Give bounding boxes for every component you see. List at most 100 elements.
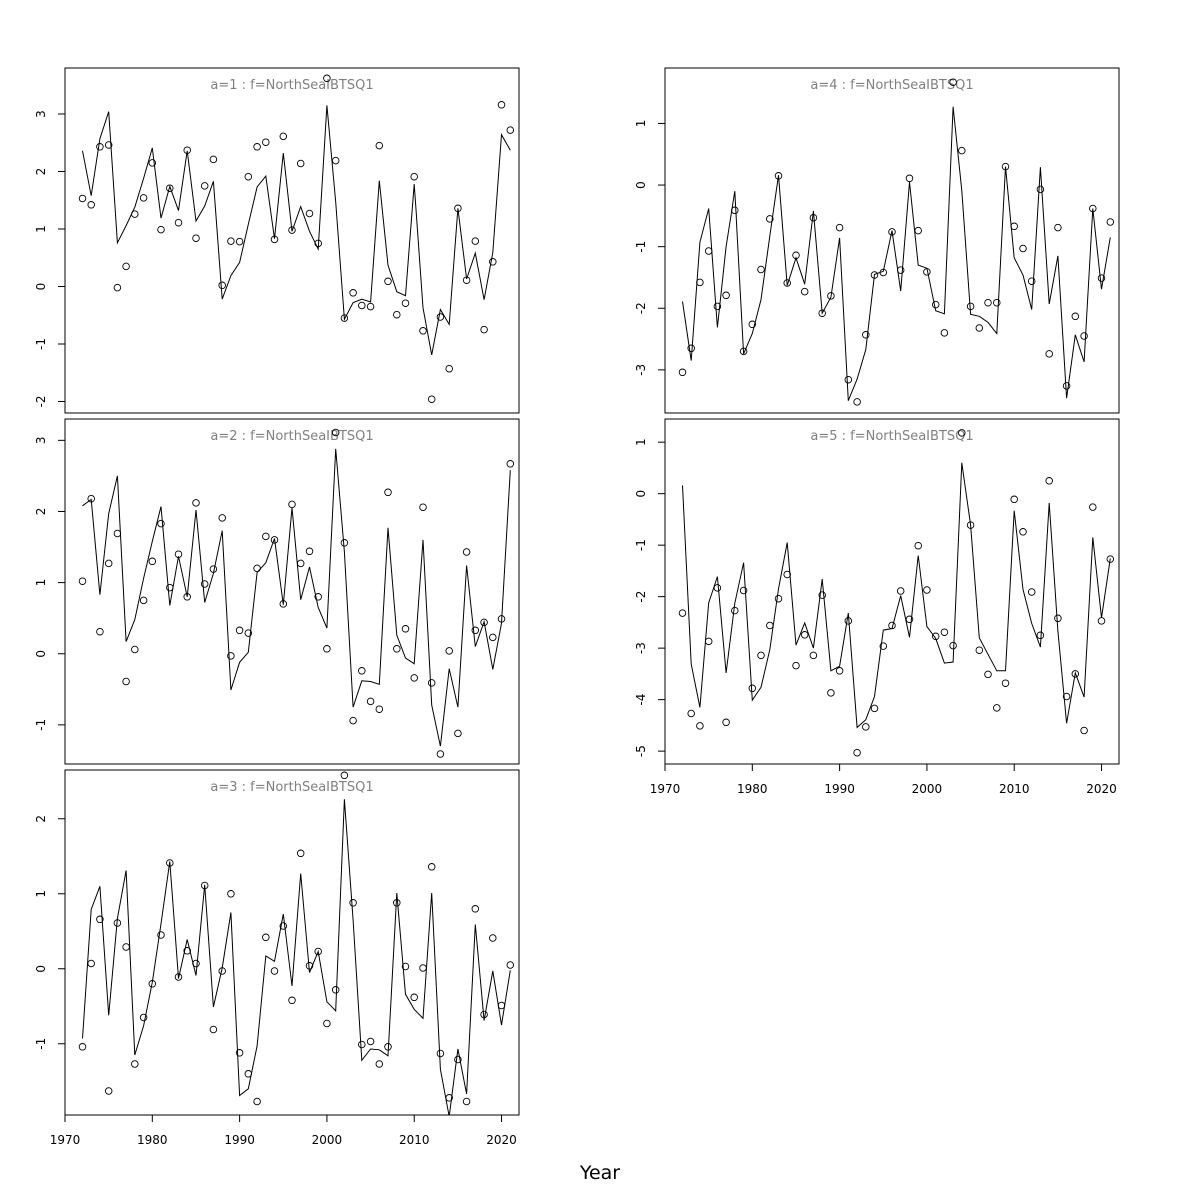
observed-point <box>305 547 314 556</box>
observed-point <box>949 78 957 86</box>
observed-point <box>774 594 783 603</box>
observed-point <box>905 174 914 183</box>
panel-1: a=1 : f=NorthSeaIBTSQ1 -2 -1 0 1 2 3 <box>34 67 520 414</box>
observed-point <box>296 559 305 568</box>
observed-point <box>427 395 436 403</box>
observed-point <box>783 279 791 287</box>
observed-point <box>375 705 384 713</box>
observed-point <box>480 325 488 334</box>
observed-point <box>766 215 774 223</box>
observed-point <box>835 667 844 675</box>
y-tick-label: -1 <box>34 338 48 350</box>
observed-point <box>209 565 218 573</box>
observed-point <box>410 172 418 181</box>
observed-point <box>896 587 905 595</box>
observed-point <box>914 226 922 235</box>
observed-point <box>713 584 722 592</box>
plot-marks <box>78 428 515 758</box>
plot-frame <box>64 418 520 765</box>
observed-point <box>757 651 765 660</box>
fitted-line <box>82 799 511 1115</box>
y-tick-label: -3 <box>634 364 648 376</box>
panel-title: a=3 : f=NorthSeaIBTSQ1 <box>210 780 373 795</box>
observed-point <box>506 126 515 134</box>
observed-point <box>853 398 861 406</box>
panel-2: a=2 : f=NorthSeaIBTSQ1 -1 0 1 2 3 <box>34 418 520 765</box>
y-tick-label: 0 <box>34 965 48 973</box>
y-tick-label: 0 <box>634 181 648 189</box>
panel-title: a=4 : f=NorthSeaIBTSQ1 <box>810 78 973 93</box>
observed-point <box>809 213 818 222</box>
panel-3: a=3 : f=NorthSeaIBTSQ1 -1 0 1 2 1970 1980 1990 2… <box>34 769 520 1147</box>
observed-point <box>96 143 104 151</box>
observed-point <box>853 748 861 757</box>
observed-point <box>331 986 340 994</box>
observed-point <box>497 1001 506 1010</box>
y-tick-label: 1 <box>634 438 648 446</box>
observed-point <box>87 494 95 503</box>
observed-point <box>722 718 730 727</box>
observed-point <box>270 536 279 544</box>
observed-point <box>366 697 375 706</box>
observed-point <box>358 301 366 310</box>
observed-point <box>931 632 940 641</box>
observed-point <box>818 309 826 317</box>
observed-point <box>157 931 165 939</box>
observed-point <box>139 194 148 202</box>
observed-point <box>800 631 809 639</box>
observed-point <box>200 881 209 890</box>
observed-point <box>235 237 244 246</box>
fitted-line <box>682 106 1111 401</box>
observed-point <box>914 541 922 550</box>
observed-point <box>1019 244 1027 253</box>
observed-point <box>862 331 870 339</box>
observed-point <box>958 429 966 437</box>
observed-point <box>104 141 113 149</box>
plot-marks <box>78 771 515 1115</box>
observed-point <box>96 627 104 636</box>
observed-point <box>296 849 305 858</box>
observed-point <box>122 262 130 271</box>
observed-point <box>244 1070 253 1078</box>
fitted-line <box>682 462 1111 729</box>
observed-point <box>879 642 888 650</box>
observed-point <box>923 268 931 276</box>
observed-point <box>262 532 270 541</box>
observed-point <box>1001 162 1010 171</box>
observed-point <box>471 626 480 635</box>
observed-point <box>966 302 975 311</box>
observed-point <box>783 570 791 579</box>
y-tick-label: -1 <box>34 719 48 731</box>
plot-marks <box>78 74 515 403</box>
observed-point <box>375 1060 384 1068</box>
y-tick-label: 1 <box>34 225 48 233</box>
observed-point <box>1045 350 1053 358</box>
observed-point <box>235 626 244 635</box>
observed-point <box>323 645 331 653</box>
observed-point <box>480 618 488 627</box>
observed-point <box>183 593 191 601</box>
observed-point <box>792 251 800 260</box>
x-tick-label: 1980 <box>737 782 768 796</box>
x-tick-label: 1970 <box>50 1133 81 1147</box>
observed-point <box>253 564 261 573</box>
observed-point <box>113 919 122 927</box>
observed-point <box>993 298 1001 307</box>
observed-point <box>489 934 497 942</box>
observed-point <box>879 268 888 277</box>
observed-point <box>78 577 87 585</box>
observed-point <box>384 277 392 286</box>
y-tick-label: 0 <box>34 283 48 291</box>
observed-point <box>323 1019 331 1028</box>
observed-point <box>687 709 695 718</box>
observed-point <box>192 499 200 507</box>
plot-frame <box>64 67 520 414</box>
observed-point <box>696 722 704 730</box>
x-tick-label: 2000 <box>912 782 943 796</box>
observed-point <box>235 1049 244 1057</box>
observed-point <box>506 460 515 468</box>
observed-point <box>480 1010 488 1019</box>
observed-point <box>436 1049 445 1058</box>
plot-frame <box>64 769 520 1116</box>
observed-point <box>975 324 984 332</box>
